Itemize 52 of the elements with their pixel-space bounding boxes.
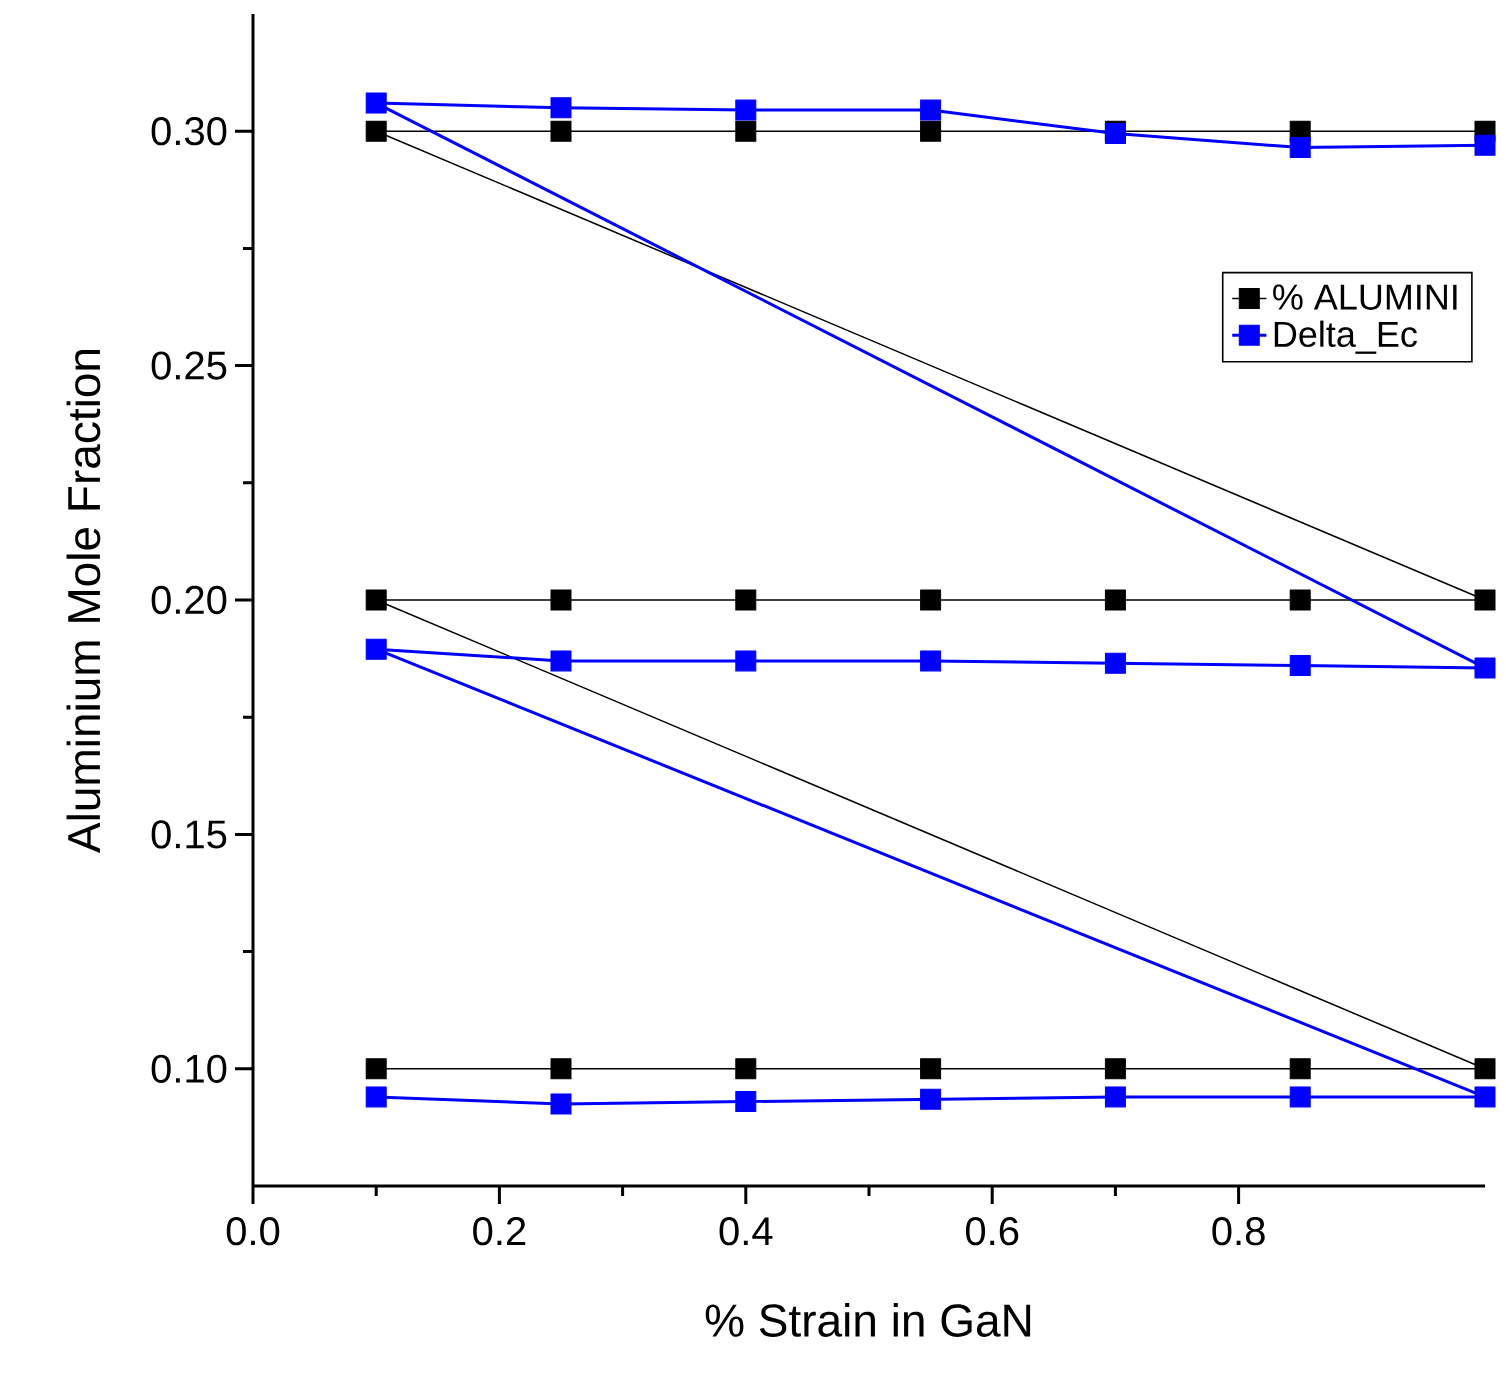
point: [365, 589, 387, 611]
point: [365, 120, 387, 142]
y-axis-title: Aluminium Mole Fraction: [66, 349, 101, 853]
point: [735, 1058, 757, 1080]
point: [365, 92, 387, 114]
y-tick-label: 0.20: [151, 585, 227, 615]
point: [1289, 589, 1311, 611]
point: [735, 99, 757, 121]
point: [1474, 657, 1496, 679]
point: [920, 589, 942, 611]
y-tick-label: 0.15: [151, 820, 227, 849]
point: [920, 1058, 942, 1080]
point: [920, 120, 942, 142]
x-axis-title: % Strain in GaN: [705, 1303, 1031, 1337]
point: [365, 638, 387, 660]
point: [735, 589, 757, 611]
point: [550, 650, 572, 672]
point: [735, 650, 757, 672]
point: [1104, 1058, 1126, 1080]
point: [735, 1091, 757, 1113]
point: [550, 589, 572, 611]
point: [1289, 137, 1311, 159]
y-tick-label: 0.25: [151, 351, 227, 380]
x-tick-label: 0.6: [965, 1217, 1019, 1246]
point: [1474, 589, 1496, 611]
point: [1289, 1086, 1311, 1108]
point: [735, 120, 757, 142]
point: [1474, 1058, 1496, 1080]
x-tick-label: 0.0: [226, 1217, 280, 1246]
x-tick-label: 0.8: [1212, 1217, 1265, 1246]
x-tick-label: 0.2: [473, 1217, 526, 1246]
y-tick-label: 0.30: [151, 117, 227, 146]
point: [1104, 589, 1126, 611]
x-tick-label: 0.4: [719, 1217, 773, 1246]
point: [1104, 652, 1126, 674]
point: [550, 1058, 572, 1080]
point: [920, 99, 942, 121]
point: [1289, 655, 1311, 677]
y-tick-label: 0.10: [151, 1054, 227, 1083]
legend-label: % ALUMINI: [1273, 284, 1457, 310]
point: [1474, 134, 1496, 156]
point: [550, 120, 572, 142]
point: [550, 1093, 572, 1115]
point: [1104, 1086, 1126, 1108]
point: [365, 1086, 387, 1108]
legend-label: Delta_Ec: [1274, 320, 1417, 354]
point: [550, 97, 572, 119]
point: [365, 1058, 387, 1080]
point: [920, 650, 942, 672]
point: [1474, 1086, 1496, 1108]
point: [1289, 1058, 1311, 1080]
point: [920, 1088, 942, 1110]
